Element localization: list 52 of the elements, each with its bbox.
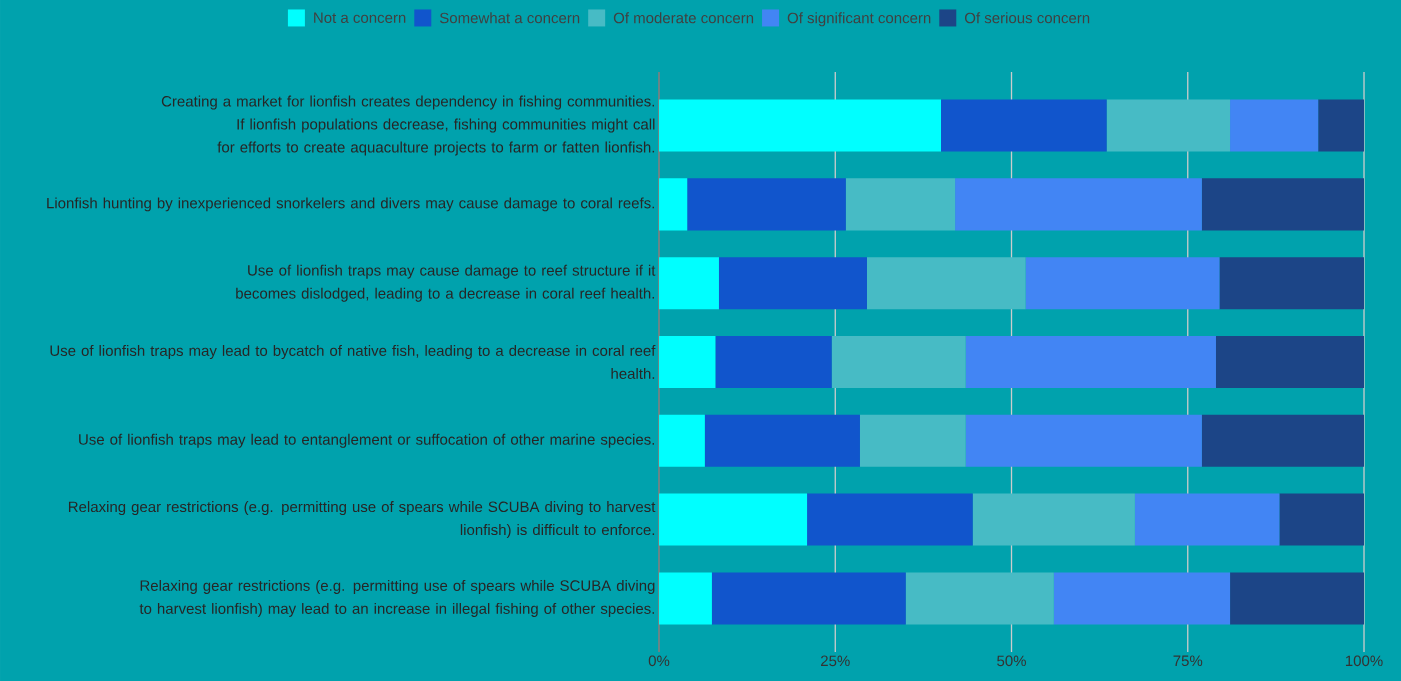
- bar: [659, 572, 712, 625]
- y-tick-label: Use of lionfish traps may lead to entanglement or suffocation of other marine species.: [79, 433, 655, 448]
- bar: [905, 572, 1054, 625]
- bar: [941, 99, 1107, 152]
- y-tick-label: Use of lionfish traps may lead to bycatch of native fish, leading to a decrease in coral reef health.: [50, 344, 656, 379]
- bar: [1230, 572, 1365, 625]
- bar: [659, 414, 705, 467]
- bar: [955, 178, 1202, 231]
- bar: [807, 493, 973, 546]
- bar: [659, 257, 719, 310]
- bar: [845, 178, 956, 231]
- bar: [1215, 335, 1365, 388]
- legend-label: Of serious concern: [964, 12, 1090, 24]
- bar: [659, 178, 688, 231]
- bar: [1134, 493, 1280, 546]
- bar: [711, 572, 906, 625]
- bar: [1025, 257, 1220, 310]
- y-tick-label: Lionfish hunting by inexperienced snorkelers and divers may cause damage to coral reefs.: [47, 197, 654, 212]
- bar: [1201, 178, 1365, 231]
- bar: [1318, 99, 1365, 152]
- bar: [965, 335, 1216, 388]
- bar: [972, 493, 1135, 546]
- bar: [1219, 257, 1365, 310]
- y-tick-label: Relaxing gear restrictions (e.g. permitting use of spears while SCUBA diving to harvest lionfish) is difficult to enforce.: [68, 501, 656, 539]
- legend-label: Of moderate concern: [613, 12, 754, 24]
- bar: [704, 414, 860, 467]
- bar: [859, 414, 966, 467]
- bar: [1279, 493, 1365, 546]
- bar: [866, 257, 1026, 310]
- bar: [1106, 99, 1231, 152]
- legend-label: Somewhat a concern: [439, 12, 580, 24]
- bar: [831, 335, 966, 388]
- x-tick-label: 100%: [1345, 655, 1383, 667]
- legend-label: Not a concern: [314, 12, 406, 24]
- y-tick-label: Creating a market for lionfish creates dependency in fishing communities. If lionfish populations decrease, fishing communities might call for efforts to create aquaculture projects to farm or fatten lionfish.: [161, 95, 655, 156]
- x-tick-label: 25%: [821, 655, 850, 667]
- bar: [1053, 572, 1231, 625]
- bar: [715, 335, 832, 388]
- bar: [1230, 99, 1319, 152]
- bar: [687, 178, 846, 231]
- legend-label: Of significant concern: [787, 12, 931, 27]
- bar: [718, 257, 867, 310]
- bar: [659, 493, 808, 546]
- y-tick-label: Relaxing gear restrictions (e.g. permitting use of spears while SCUBA diving to harvest lionfish) may lead to an increase in illegal fishing of other species.: [139, 579, 655, 617]
- x-tick-label: 75%: [1173, 655, 1203, 667]
- bar: [659, 335, 716, 388]
- bar: [1201, 414, 1365, 467]
- y-tick-label: Use of lionfish traps may cause damage to reef structure if it becomes dislodged, leading to a decrease in coral reef health.: [236, 264, 656, 302]
- x-tick-label: 50%: [997, 655, 1026, 667]
- bar: [659, 99, 942, 152]
- x-tick-label: 0%: [648, 655, 670, 667]
- bar: [965, 414, 1202, 467]
